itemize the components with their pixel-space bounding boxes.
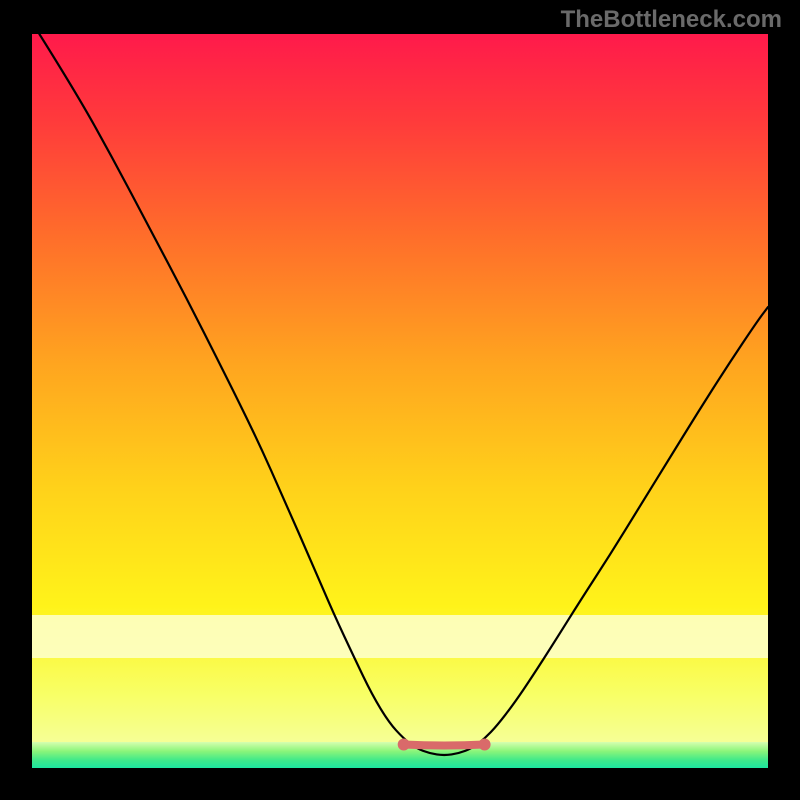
bottleneck-curve xyxy=(39,34,768,755)
plot-area xyxy=(32,34,768,768)
watermark-text: TheBottleneck.com xyxy=(561,6,782,34)
curve-layer xyxy=(32,34,768,768)
chart-frame: TheBottleneck.com xyxy=(0,0,800,800)
optimal-range-marker xyxy=(398,739,491,751)
